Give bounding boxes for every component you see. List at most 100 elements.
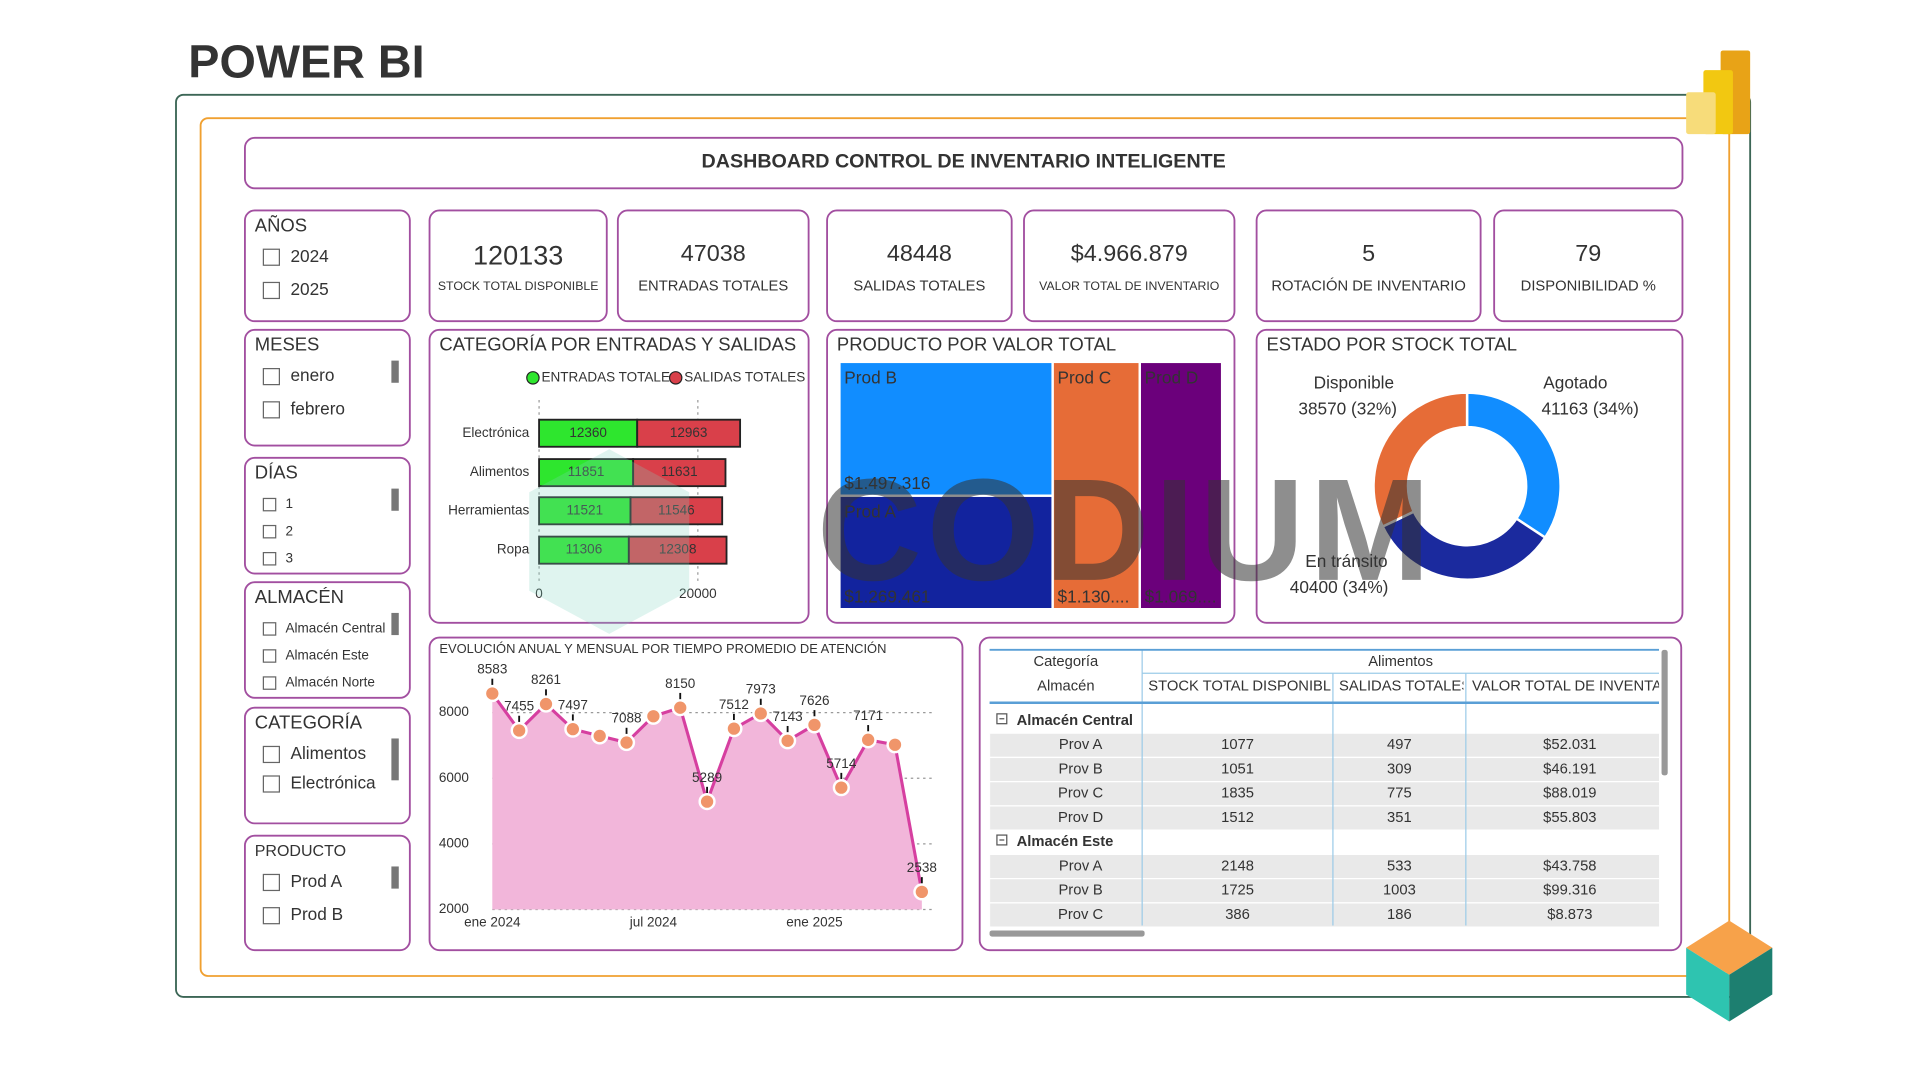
table-cell: Prov A xyxy=(1059,737,1103,753)
bar-label: 11306 xyxy=(566,542,603,557)
table-cell: 533 xyxy=(1387,858,1412,874)
panel xyxy=(244,581,411,699)
panel xyxy=(1023,209,1236,323)
checkbox[interactable] xyxy=(262,248,281,266)
table-cell: Prov A xyxy=(1059,858,1103,874)
kpi-label: ENTRADAS TOTALES xyxy=(638,279,788,295)
chart-title: ESTADO POR STOCK TOTAL xyxy=(1266,334,1517,355)
table-cell: $55.803 xyxy=(1543,810,1596,826)
kpi-value: $4.966.879 xyxy=(1071,240,1188,266)
bar xyxy=(632,458,727,488)
table-row xyxy=(989,902,1660,928)
page-title: POWER BI xyxy=(188,36,424,88)
kpi-label: DISPONIBILIDAD % xyxy=(1521,279,1656,295)
table-cell: $52.031 xyxy=(1543,737,1596,753)
checkbox[interactable] xyxy=(262,552,277,566)
table-cell: 351 xyxy=(1387,810,1412,826)
scrollbar xyxy=(391,488,399,511)
outer-frame xyxy=(175,93,1752,998)
panel xyxy=(826,209,1013,323)
area xyxy=(492,693,922,910)
checkbox[interactable] xyxy=(262,907,281,925)
table-row xyxy=(989,732,1660,759)
checkbox[interactable] xyxy=(262,775,281,793)
checkbox[interactable] xyxy=(262,401,281,419)
checkbox[interactable] xyxy=(262,745,281,764)
data-label: 5289 xyxy=(692,770,722,785)
checkbox[interactable] xyxy=(262,873,281,892)
checkbox[interactable] xyxy=(262,622,277,636)
scrollbar[interactable] xyxy=(1661,649,1668,776)
table-cell: 309 xyxy=(1387,761,1412,777)
kpi-value: 48448 xyxy=(887,240,952,266)
table-cell: $88.019 xyxy=(1543,786,1596,802)
slice-name: Agotado xyxy=(1543,373,1607,393)
y-tick-label: Ropa xyxy=(497,542,530,557)
donut-slice xyxy=(1465,391,1562,540)
checkbox[interactable] xyxy=(262,649,277,663)
donut-slice xyxy=(1372,391,1469,529)
data-label: 7626 xyxy=(799,693,829,708)
table-cell: 2148 xyxy=(1221,858,1254,874)
slicer: PRODUCTO Prod A Prod B xyxy=(255,843,346,925)
marker xyxy=(752,704,770,723)
table-cell: Prov B xyxy=(1058,883,1102,899)
treemap-tile xyxy=(840,496,1052,608)
tile-value: $1.269.461 xyxy=(844,587,930,607)
header-cell: SALIDAS TOTALES xyxy=(1339,679,1471,695)
slicer-title: CATEGORÍA xyxy=(255,712,363,733)
scrollbar[interactable] xyxy=(989,930,1145,937)
slicer-item: febrero xyxy=(290,398,345,418)
slicer-item: Almacén Norte xyxy=(286,675,375,690)
header-cell-wrap: Almacén xyxy=(1037,679,1094,695)
checkbox[interactable] xyxy=(262,524,277,539)
panel xyxy=(244,136,1684,190)
donut-slice xyxy=(1381,510,1547,581)
bar-label: 12308 xyxy=(659,542,697,557)
panel xyxy=(1255,328,1684,624)
y-tick-label: Alimentos xyxy=(470,464,530,479)
tile-value: $1.069.... xyxy=(1145,587,1217,607)
slice-label: 38570 (32%) xyxy=(1298,398,1397,418)
marker xyxy=(832,779,850,797)
bar-label: 12360 xyxy=(569,425,607,440)
checkbox[interactable] xyxy=(262,281,281,300)
treemap-tile xyxy=(840,363,1052,495)
marker xyxy=(510,721,528,740)
group-label: Almacén Central xyxy=(1017,713,1133,729)
checkbox[interactable] xyxy=(262,676,277,690)
checkbox[interactable] xyxy=(262,497,277,512)
table-cell: $43.758 xyxy=(1543,858,1596,874)
slicer-item: Prod A xyxy=(290,871,342,891)
marker xyxy=(913,883,931,901)
panel xyxy=(428,209,608,323)
slicer: AÑOS 2024 2025 xyxy=(255,214,329,300)
checkbox[interactable] xyxy=(262,368,281,386)
legend-marker xyxy=(526,371,540,385)
slicer-item: Electrónica xyxy=(290,773,376,793)
table-cell: 1725 xyxy=(1221,883,1254,899)
bar xyxy=(538,458,635,488)
bar-label: 11521 xyxy=(567,502,604,517)
kpi-value: 120133 xyxy=(473,239,563,270)
header-cell: VALOR TOTAL DE INVENTARIO xyxy=(1472,679,1688,695)
table-cell: $8.873 xyxy=(1547,907,1592,923)
bar xyxy=(629,496,724,526)
group-row xyxy=(989,708,1660,734)
kpi-label: STOCK TOTAL DISPONIBLE xyxy=(438,279,599,293)
data-label: 8150 xyxy=(665,676,695,691)
bar-label: 11631 xyxy=(661,464,698,479)
table-row xyxy=(989,878,1660,904)
header-cell-wrap: SALIDAS TOTALES xyxy=(1339,679,1471,695)
table-cell: 1512 xyxy=(1221,810,1254,826)
marker xyxy=(805,716,824,734)
marker xyxy=(483,684,501,703)
marker xyxy=(725,720,743,738)
slicer-title: MESES xyxy=(255,334,320,355)
marker xyxy=(859,731,877,749)
marker xyxy=(617,733,636,752)
data-label: 7512 xyxy=(719,697,749,712)
table-cell: 1003 xyxy=(1383,883,1416,899)
table-cell: Prov D xyxy=(1058,810,1103,826)
